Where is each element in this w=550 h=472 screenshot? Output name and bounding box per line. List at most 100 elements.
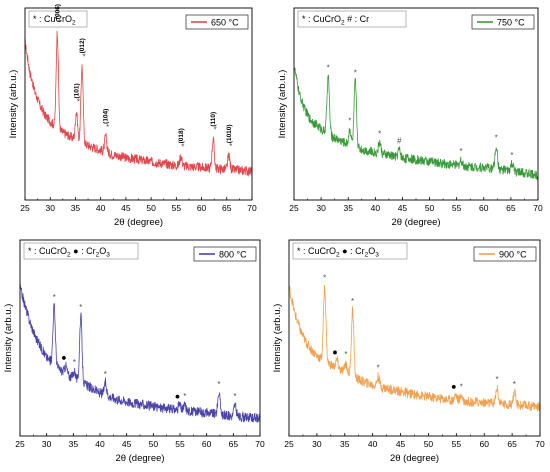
x-axis-label: 2θ (degree) bbox=[115, 453, 164, 464]
series-line-p750 bbox=[293, 67, 539, 181]
y-axis-label: Intensity (arb.u.) bbox=[3, 304, 14, 373]
peak-marker-star: * bbox=[344, 350, 347, 359]
peak-label: (110) bbox=[210, 112, 217, 127]
chart-panel-p800: 25 30 35 40 45 50 55 60 65 70 2θ (degree) Intensity… bbox=[3, 239, 265, 464]
legend-box bbox=[297, 10, 407, 28]
x-tick-label: 50 bbox=[424, 439, 434, 449]
x-tick-label: 30 bbox=[312, 439, 322, 449]
peak-marker-star: * bbox=[510, 151, 513, 160]
peak-marker-star: * bbox=[106, 123, 109, 132]
x-tick-label: 45 bbox=[121, 203, 131, 213]
peak-marker-star: * bbox=[82, 52, 85, 61]
peak-marker-star: * bbox=[377, 364, 380, 373]
peak-marker-dot bbox=[333, 350, 337, 355]
peak-marker-star: * bbox=[104, 370, 107, 379]
x-tick-label: 50 bbox=[149, 439, 159, 449]
legend-series-box bbox=[185, 14, 249, 30]
peak-marker-star: * bbox=[495, 375, 498, 384]
y-axis-label: Intensity (arb.u.) bbox=[272, 304, 283, 373]
x-tick-label: 65 bbox=[507, 439, 517, 449]
peak-marker-star: * bbox=[183, 392, 186, 401]
x-tick-label: 45 bbox=[398, 203, 408, 213]
x-tick-label: 55 bbox=[452, 203, 462, 213]
series-line-p800 bbox=[19, 283, 261, 423]
legend-series-label: 650 °C bbox=[211, 18, 239, 28]
x-tick-label: 60 bbox=[479, 203, 489, 213]
x-tick-label: 70 bbox=[535, 439, 545, 449]
x-tick-label: 50 bbox=[425, 203, 435, 213]
peak-marker-dot bbox=[175, 394, 180, 399]
peak-label: (018) bbox=[178, 128, 185, 143]
x-tick-label: 40 bbox=[371, 203, 381, 213]
peak-marker-hash: # bbox=[397, 137, 402, 146]
peak-marker-star: * bbox=[327, 64, 330, 73]
peak-marker-star: * bbox=[73, 358, 76, 367]
legend-series-label: 800 °C bbox=[219, 250, 247, 260]
peak-marker-star: * bbox=[323, 274, 326, 283]
legend-series-label: 900 °C bbox=[499, 250, 527, 260]
legend-entry-phases: * : CuCrO2 ● : Cr2O3 bbox=[297, 246, 379, 259]
legend-entry-phases: * : CuCrO2 ● : Cr2O3 bbox=[28, 246, 110, 259]
peak-label: (006) bbox=[54, 4, 61, 19]
x-tick-label: 35 bbox=[69, 439, 79, 449]
legend-entry-phases: * : CuCrO2 bbox=[33, 14, 76, 27]
x-tick-label: 25 bbox=[289, 203, 299, 213]
peak-marker-star: * bbox=[214, 126, 217, 135]
legend-box bbox=[23, 242, 139, 260]
x-tick-label: 40 bbox=[95, 439, 105, 449]
peak-marker-star: * bbox=[53, 293, 56, 302]
chart-panel-p750: 25 30 35 40 45 50 55 60 65 70 2θ (degree) Intensity… bbox=[277, 7, 543, 228]
x-tick-label: 60 bbox=[479, 439, 489, 449]
legend-series-label: 750 °C bbox=[497, 18, 525, 28]
y-axis-label: Intensity (arb.u.) bbox=[8, 70, 19, 139]
x-tick-label: 60 bbox=[202, 439, 212, 449]
x-tick-label: 65 bbox=[229, 439, 239, 449]
series-line-p900 bbox=[288, 284, 541, 412]
peak-marker-star: * bbox=[217, 380, 220, 389]
x-tick-label: 35 bbox=[340, 439, 350, 449]
legend-box bbox=[28, 10, 88, 28]
peak-marker-star: * bbox=[348, 117, 351, 126]
x-tick-label: 70 bbox=[255, 439, 265, 449]
x-tick-label: 55 bbox=[452, 439, 462, 449]
peak-marker-star: * bbox=[378, 129, 381, 138]
peak-label: (104) bbox=[103, 109, 110, 124]
x-tick-label: 45 bbox=[396, 439, 406, 449]
peak-marker-dot bbox=[61, 356, 66, 360]
x-axis-label: 2θ (degree) bbox=[114, 217, 163, 228]
peak-marker-star: * bbox=[460, 382, 463, 391]
peak-marker-star: * bbox=[181, 142, 184, 151]
legend-box bbox=[292, 242, 408, 260]
x-tick-label: 30 bbox=[42, 439, 52, 449]
x-tick-label: 60 bbox=[197, 203, 207, 213]
series-line-p650 bbox=[24, 31, 253, 177]
x-tick-label: 25 bbox=[284, 439, 294, 449]
x-tick-label: 40 bbox=[96, 203, 106, 213]
x-tick-label: 65 bbox=[506, 203, 516, 213]
peak-marker-star: * bbox=[79, 303, 82, 312]
peak-marker-star: * bbox=[495, 133, 498, 142]
x-tick-label: 30 bbox=[316, 203, 326, 213]
legend-series-box bbox=[193, 246, 257, 262]
peak-marker-star: * bbox=[58, 18, 61, 27]
plot-frame bbox=[293, 7, 539, 201]
peak-marker-star: * bbox=[351, 297, 354, 306]
legend-series-box bbox=[473, 246, 537, 262]
x-tick-label: 25 bbox=[20, 203, 30, 213]
legend-entry-phases: * : CuCrO2 # : Cr bbox=[302, 14, 369, 27]
peak-marker-star: * bbox=[459, 147, 462, 156]
x-tick-label: 70 bbox=[533, 203, 543, 213]
peak-label: (101) bbox=[73, 83, 80, 98]
x-tick-label: 25 bbox=[15, 439, 25, 449]
x-tick-label: 55 bbox=[175, 439, 185, 449]
x-tick-label: 35 bbox=[71, 203, 81, 213]
peak-marker-star: * bbox=[229, 142, 232, 151]
peak-marker-dot bbox=[451, 384, 456, 389]
x-axis-label: 2θ (degree) bbox=[391, 217, 440, 228]
x-tick-label: 55 bbox=[172, 203, 182, 213]
x-tick-label: 50 bbox=[146, 203, 156, 213]
peak-label: (1010) bbox=[226, 124, 233, 143]
peak-marker-star: * bbox=[77, 97, 80, 106]
x-tick-label: 65 bbox=[222, 203, 232, 213]
